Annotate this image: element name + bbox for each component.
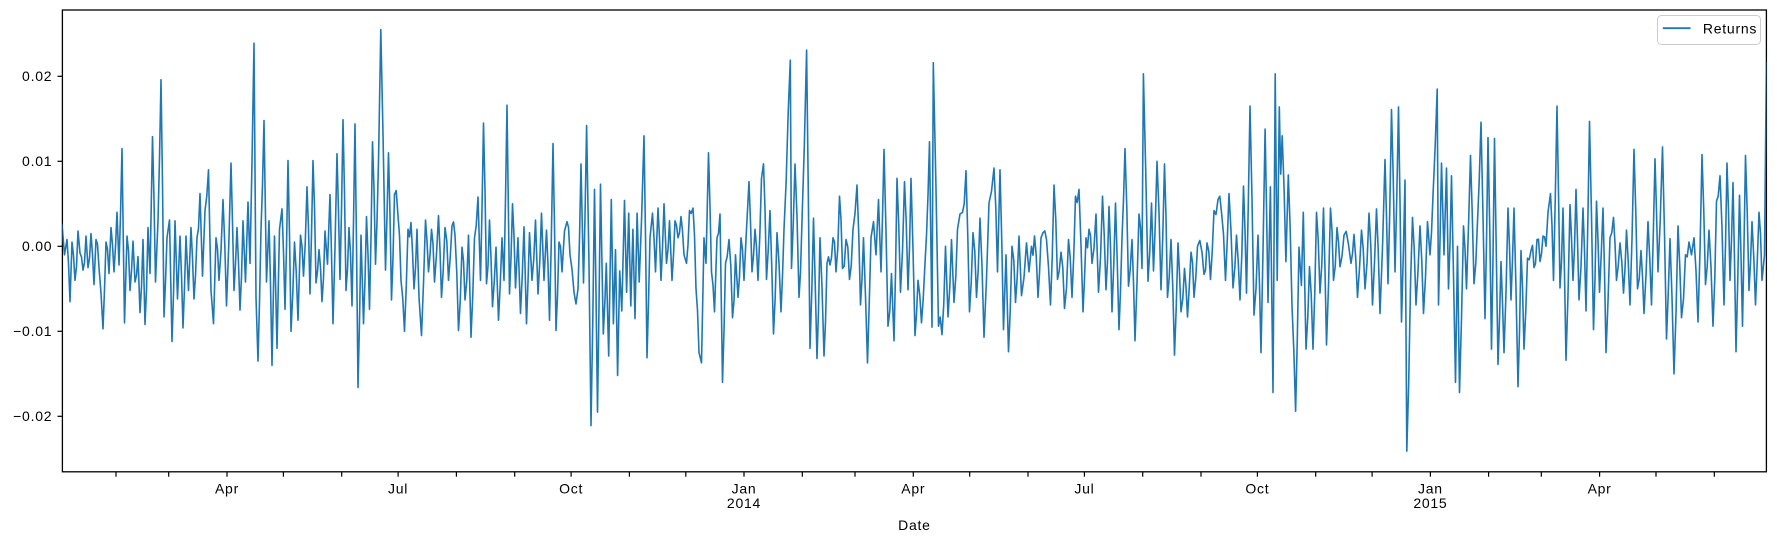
svg-text:2015: 2015: [1413, 495, 1447, 511]
svg-text:0.00: 0.00: [22, 238, 52, 254]
svg-text:0.01: 0.01: [22, 153, 52, 169]
svg-text:Jan: Jan: [732, 480, 757, 496]
svg-text:Apr: Apr: [215, 480, 239, 496]
svg-text:Oct: Oct: [559, 480, 583, 496]
svg-text:Jan: Jan: [1418, 480, 1443, 496]
svg-text:Jul: Jul: [388, 480, 408, 496]
svg-text:Date: Date: [898, 517, 931, 533]
svg-text:Oct: Oct: [1245, 480, 1269, 496]
svg-text:−0.01: −0.01: [13, 323, 52, 339]
svg-text:Returns: Returns: [1703, 20, 1757, 36]
svg-text:0.02: 0.02: [22, 68, 52, 84]
svg-text:Apr: Apr: [901, 480, 925, 496]
svg-text:−0.02: −0.02: [13, 408, 52, 424]
svg-text:Apr: Apr: [1588, 480, 1612, 496]
svg-text:2014: 2014: [727, 495, 761, 511]
svg-text:Jul: Jul: [1074, 480, 1094, 496]
